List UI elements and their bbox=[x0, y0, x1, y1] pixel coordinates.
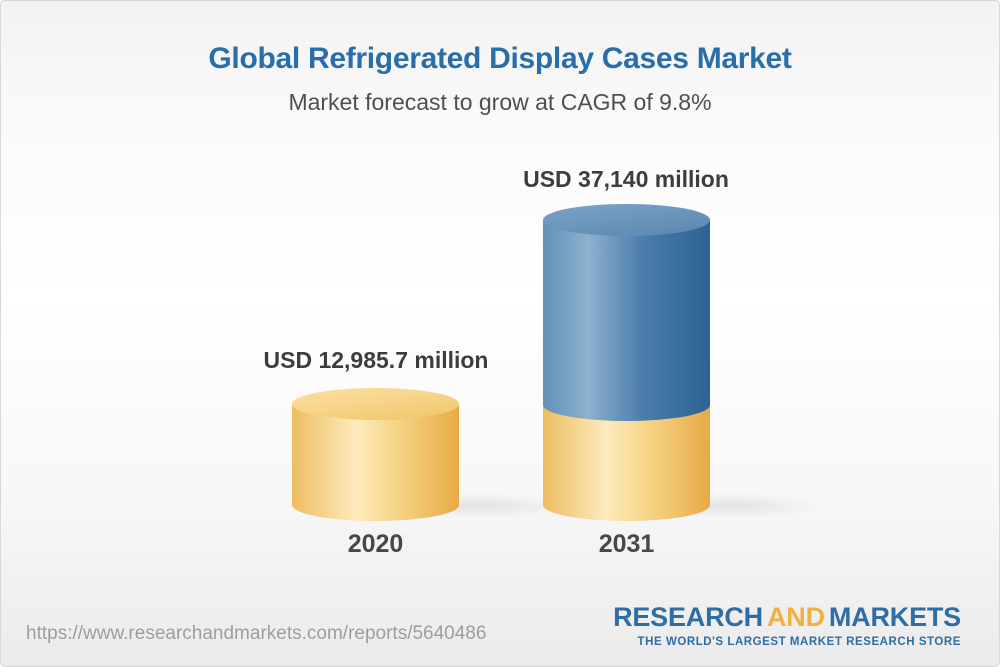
category-label-2031: 2031 bbox=[598, 530, 655, 558]
logo-word-markets: MARKETS bbox=[828, 602, 961, 632]
value-label-2031: USD 37,140 million bbox=[523, 166, 729, 192]
logo-word-and: AND bbox=[766, 602, 825, 632]
logo-tagline: THE WORLD'S LARGEST MARKET RESEARCH STOR… bbox=[637, 636, 961, 648]
bar-2031-blue-segment bbox=[543, 220, 710, 421]
research-and-markets-logo: RESEARCH AND MARKETS bbox=[613, 602, 961, 633]
chart-title: Global Refrigerated Display Cases Market bbox=[208, 42, 792, 75]
chart-subtitle: Market forecast to grow at CAGR of 9.8% bbox=[288, 89, 712, 115]
bar-2020-top bbox=[292, 388, 459, 420]
bar-2031-top bbox=[543, 204, 710, 236]
bar-2020-body bbox=[292, 404, 459, 521]
bar-2020-cylinder bbox=[292, 388, 459, 521]
report-url: https://www.researchandmarkets.com/repor… bbox=[26, 623, 487, 644]
bar-2031-cylinder bbox=[543, 204, 710, 521]
bar-2031-yellow-segment bbox=[543, 405, 710, 521]
logo-word-research: RESEARCH bbox=[613, 602, 763, 632]
value-label-2020: USD 12,985.7 million bbox=[263, 347, 489, 373]
category-label-2020: 2020 bbox=[347, 530, 404, 558]
